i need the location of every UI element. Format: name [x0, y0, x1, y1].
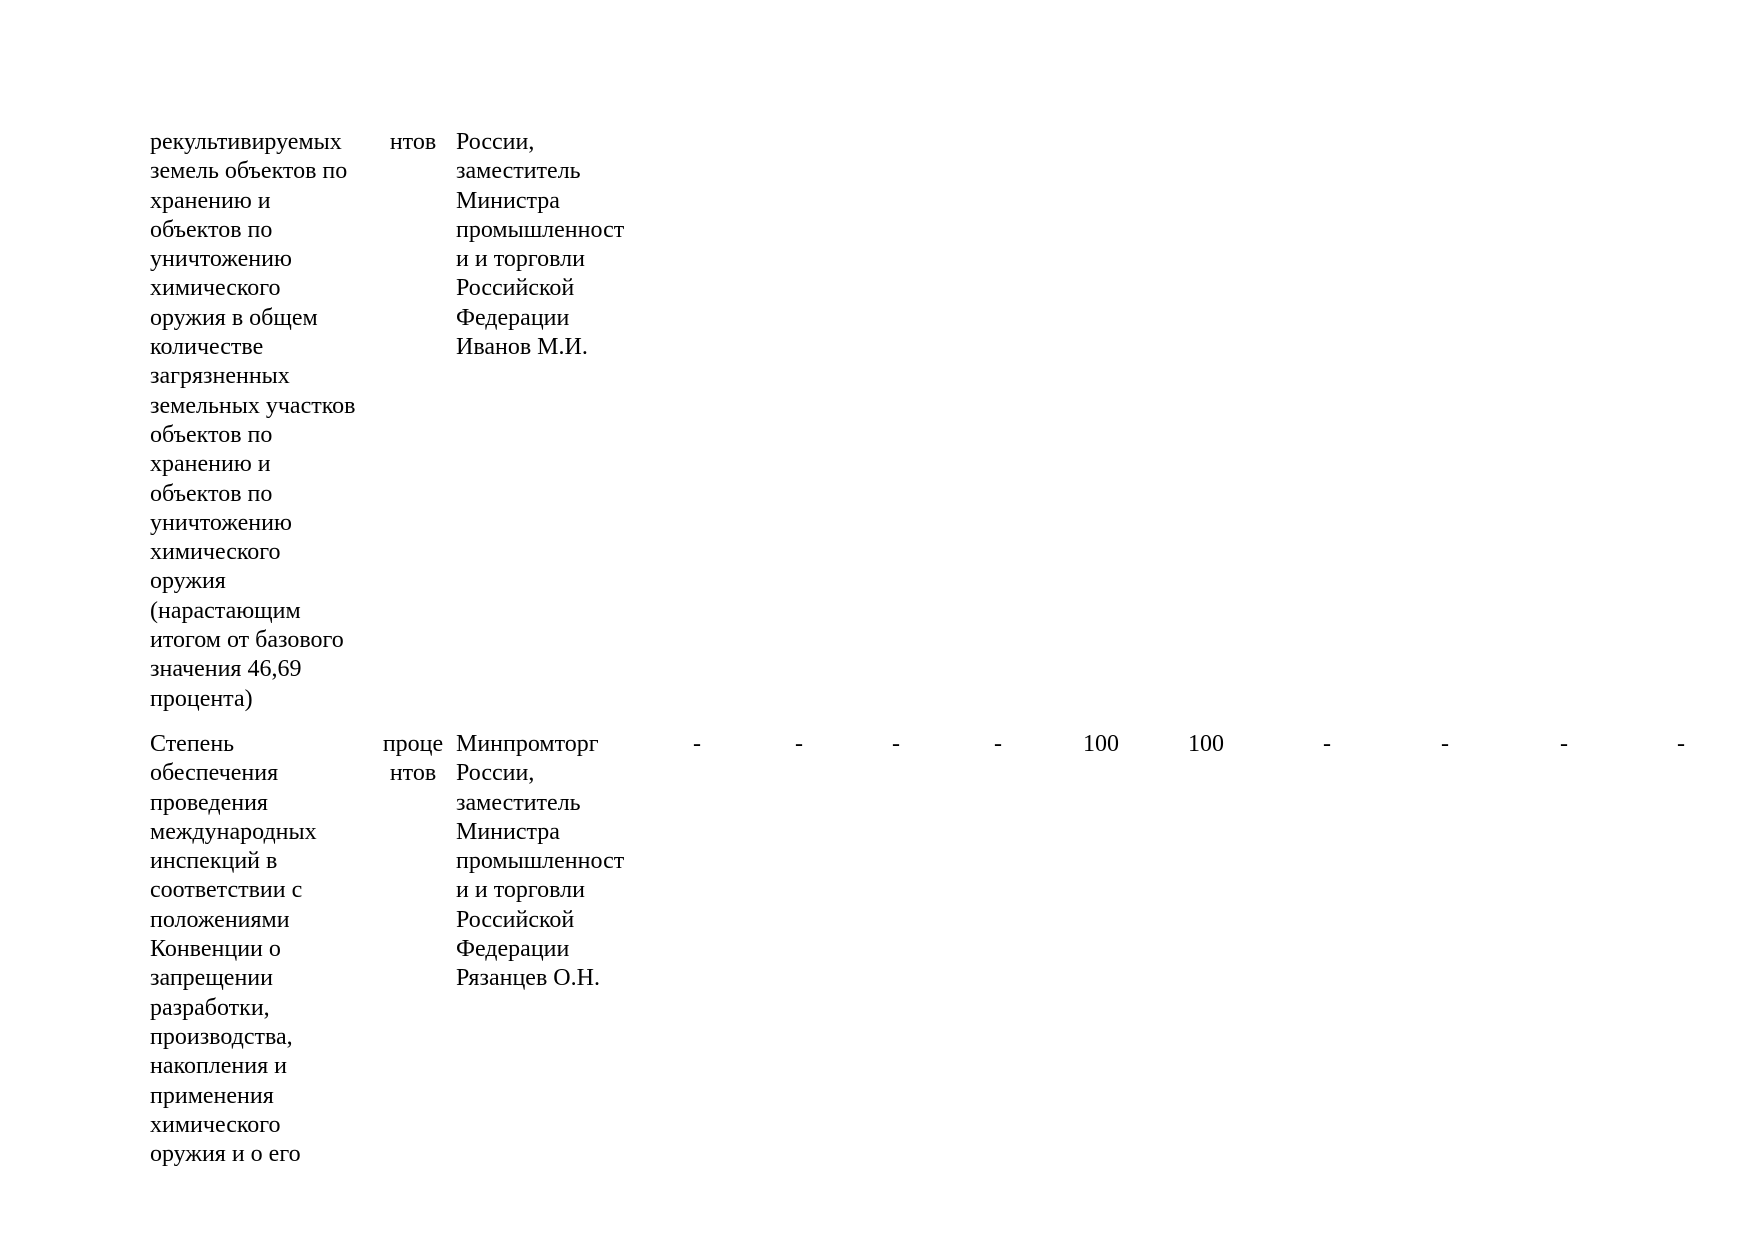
value-cell-row2-col6: 100 — [1188, 731, 1224, 757]
value-cell-row2-col5: 100 — [1083, 731, 1119, 757]
executive-cell-row2: Минпромторг России, заместитель Министра… — [456, 731, 625, 992]
indicator-cell-row1: рекультивируемых земель объектов по хран… — [150, 129, 356, 712]
unit-cell-row1: нтов — [389, 129, 437, 155]
unit-cell-row2: проце нтов — [382, 731, 444, 787]
value-cell-row2-col3: - — [892, 731, 900, 757]
value-cell-row2-col10: - — [1677, 731, 1685, 757]
value-cell-row2-col2: - — [795, 731, 803, 757]
indicator-cell-row2: Степень обеспечения проведения междунаро… — [150, 731, 317, 1168]
value-cell-row2-col1: - — [693, 731, 701, 757]
value-cell-row2-col7: - — [1323, 731, 1331, 757]
value-cell-row2-col9: - — [1560, 731, 1568, 757]
executive-cell-row1: России, заместитель Министра промышленно… — [456, 129, 625, 361]
value-cell-row2-col4: - — [994, 731, 1002, 757]
value-cell-row2-col8: - — [1441, 731, 1449, 757]
